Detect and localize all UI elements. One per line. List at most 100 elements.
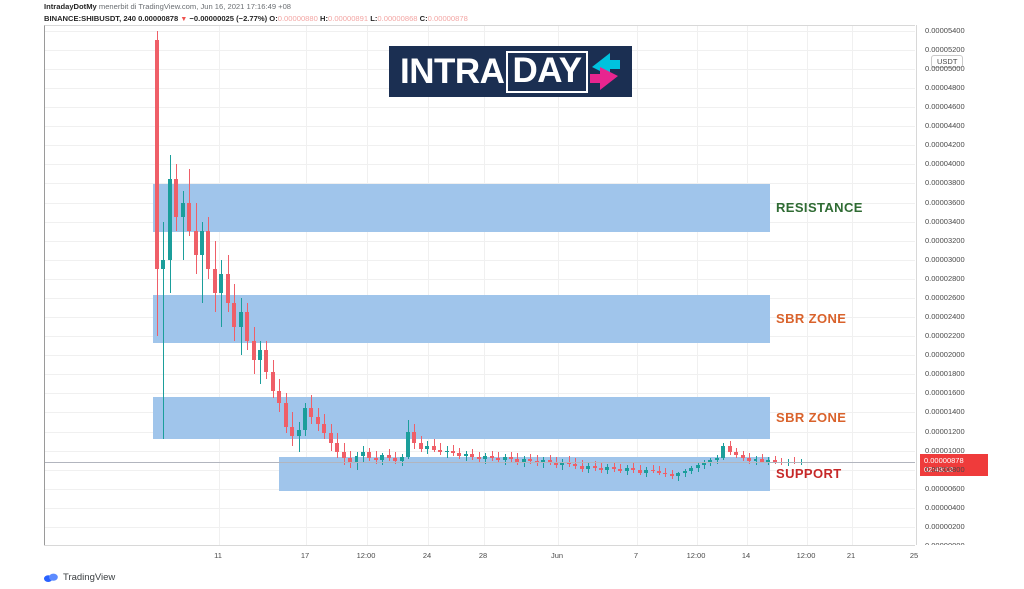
symbol-label[interactable]: BINANCE:SHIBUSDT, 240 — [44, 13, 136, 23]
candle-wick — [492, 450, 493, 462]
candle-wick — [653, 464, 654, 474]
candle-body — [740, 455, 745, 459]
zone-label-support: SUPPORT — [776, 466, 842, 481]
price-tick: 0.00002600 — [925, 292, 965, 302]
grid-line-vertical — [852, 26, 853, 545]
candle-body — [212, 269, 217, 294]
candle-body — [656, 470, 661, 473]
candle-body — [315, 417, 320, 424]
candle-body — [309, 407, 314, 418]
time-tick: 28 — [478, 551, 488, 560]
grid-line-horizontal — [45, 451, 915, 452]
change-percent: (−2.77%) — [236, 13, 268, 23]
grid-line-horizontal — [45, 241, 915, 242]
low-value: 0.00000868 — [377, 13, 418, 23]
price-tick: 0.00003400 — [925, 216, 965, 226]
price-tick: 0.00001000 — [925, 445, 965, 455]
candle-body — [586, 465, 591, 469]
candle-body — [174, 178, 179, 217]
time-tick: 7 — [633, 551, 639, 560]
grid-line-vertical — [697, 26, 698, 545]
candle-body — [624, 467, 629, 471]
candle-wick — [202, 221, 203, 303]
candle-body — [644, 469, 649, 473]
time-tick: 21 — [846, 551, 856, 560]
candle-body — [457, 453, 462, 457]
candle-body — [405, 431, 410, 458]
candle-body — [676, 473, 681, 477]
zone-sbr-zone-lower[interactable] — [153, 397, 770, 439]
time-tick: 12:00 — [356, 551, 376, 560]
candle-body — [521, 459, 526, 463]
candle-wick — [537, 455, 538, 466]
candle-body — [180, 202, 185, 217]
open-label: O: — [269, 13, 278, 23]
candle-body — [515, 459, 520, 463]
candle-body — [611, 466, 616, 469]
candle-body — [721, 445, 726, 459]
candle-body — [367, 452, 372, 459]
time-tick: 24 — [422, 551, 432, 560]
candle-body — [386, 455, 391, 459]
candle-body — [348, 458, 353, 463]
candle-body — [425, 445, 430, 449]
chart-legend: IntradayDotMy menerbit di TradingView.co… — [44, 2, 468, 25]
candle-body — [734, 452, 739, 456]
price-tick: 0.00001200 — [925, 426, 965, 436]
candle-body — [264, 350, 269, 373]
candle-body — [290, 426, 295, 437]
price-tick: 0.00003200 — [925, 235, 965, 245]
candle-body — [541, 460, 546, 463]
candle-body — [380, 455, 385, 461]
price-scale[interactable]: USDT 0.00000878 02:43:12 0.00005400 0.000… — [916, 25, 1024, 545]
time-scale[interactable]: 11 17 12:00 24 28 Jun 7 12:00 14 12:00 21 25 — [44, 545, 918, 566]
candle-body — [225, 274, 230, 303]
candle-body — [766, 460, 771, 463]
grid-line-horizontal — [45, 508, 915, 509]
last-price-value: 0.00000878 — [138, 13, 179, 23]
candle-body — [753, 459, 758, 462]
candle-body — [605, 466, 610, 470]
candle-wick — [601, 462, 602, 473]
candle-wick — [440, 442, 441, 456]
zone-resistance[interactable] — [153, 184, 770, 232]
symbol-ohlc-line: BINANCE:SHIBUSDT, 240 0.00000878 ▼ −0.00… — [44, 14, 468, 25]
chart-plot-area[interactable]: RESISTANCE SBR ZONE SBR ZONE SUPPORT — [44, 25, 915, 545]
price-tick: 0.00004400 — [925, 121, 965, 131]
candle-body — [399, 457, 404, 462]
publisher-line: IntradayDotMy menerbit di TradingView.co… — [44, 2, 468, 12]
price-tick: 0.00000000 — [925, 541, 965, 545]
candle-body — [489, 456, 494, 459]
grid-line-horizontal — [45, 145, 915, 146]
price-tick: 0.00004800 — [925, 83, 965, 93]
grid-line-vertical — [558, 26, 559, 545]
candle-body — [335, 442, 340, 453]
candle-body — [508, 457, 513, 460]
candle-body — [650, 469, 655, 471]
candle-wick — [665, 467, 666, 478]
candle-wick — [183, 191, 184, 260]
left-margin — [0, 25, 44, 545]
currency-pill: USDT — [931, 55, 964, 68]
price-tick: 0.00004600 — [925, 102, 965, 112]
candle-body — [695, 464, 700, 468]
current-price-badge: 0.00000878 02:43:12 — [920, 454, 988, 477]
high-value: 0.00000891 — [327, 13, 369, 23]
candle-body — [251, 340, 256, 360]
zone-sbr-zone-upper[interactable] — [153, 295, 770, 343]
price-tick: 0.00003000 — [925, 254, 965, 264]
price-tick: 0.00000600 — [925, 483, 965, 493]
candle-body — [270, 372, 275, 392]
price-tick: 0.00002400 — [925, 312, 965, 321]
grid-line-horizontal — [45, 260, 915, 261]
price-down-arrow-icon: ▼ — [180, 15, 188, 23]
candle-wick — [762, 454, 763, 463]
price-tick: 0.00003600 — [925, 197, 965, 207]
candle-body — [470, 454, 475, 458]
zone-label-sbr-zone-upper: SBR ZONE — [776, 311, 847, 326]
grid-line-horizontal — [45, 107, 915, 108]
candle-wick — [511, 451, 512, 463]
candle-wick — [498, 452, 499, 463]
price-tick: 0.00002800 — [925, 273, 965, 283]
candle-wick — [530, 454, 531, 464]
